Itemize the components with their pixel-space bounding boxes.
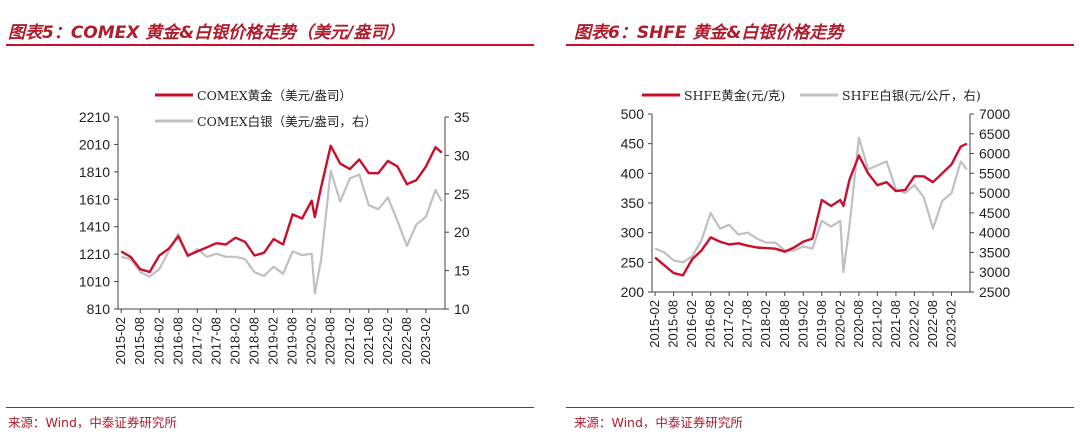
y-left-tick-label: 1610 [79,191,110,207]
x-tick-label: 2017-02 [721,300,736,348]
x-tick-label: 2023-02 [943,300,958,348]
y-left-tick-label: 1010 [79,274,110,290]
legend: COMEX黄金（美元/盎司） COMEX白银（美元/盎司，右） [155,88,377,129]
x-tick-label: 2017-08 [740,300,755,348]
y-left-tick-label: 1810 [79,164,110,180]
gold-series-line [120,144,443,274]
comex-chart: 810 1010 1210 1410 1610 1810 2010 2210 10 15 20 25 3… [79,88,470,365]
x-tick-label: 2022-08 [399,317,414,365]
y-right-tick-label: 5000 [979,185,1010,201]
silver-series-line [120,169,443,295]
legend-label: COMEX白银（美元/盎司，右） [197,114,377,129]
x-tick-label: 2019-02 [266,317,281,365]
y-right-tick-label: 30 [454,147,470,163]
x-tick-label: 2022-02 [906,300,921,348]
x-tick-label: 2023-02 [418,317,433,365]
y-right-tick-label: 3000 [979,264,1010,280]
source-divider [566,407,1074,408]
y-right-tick-label: 5500 [979,165,1010,181]
x-tick-label: 2015-08 [666,300,681,348]
x-tick-label: 2019-02 [795,300,810,348]
x-tick-label: 2018-02 [758,300,773,348]
y-right-tick-label: 25 [454,186,470,202]
x-tick-label: 2022-02 [380,317,395,365]
gold-series-line [654,142,968,277]
y-right-tick-label: 6500 [979,126,1010,142]
y-left-tick-label: 200 [621,284,645,300]
x-tick-label: 2020-02 [304,317,319,365]
x-tick-label: 2016-02 [684,300,699,348]
silver-series-line [654,136,968,274]
y-left-tick-label: 250 [621,254,645,270]
source-note: 来源：Wind，中泰证券研究所 [574,415,743,430]
title-divider [566,44,1074,46]
x-tick-label: 2021-02 [869,300,884,348]
y-right-tick-label: 10 [454,301,470,317]
y-left-tick-label: 810 [87,301,111,317]
y-right-tick-label: 20 [454,224,470,240]
x-tick-label: 2017-02 [189,317,204,365]
y-left-tick-label: 450 [621,136,645,152]
figure-title: 图表5：COMEX 黄金&白银价格走势（美元/盎司） [8,23,405,43]
y-right-tick-label: 15 [454,263,470,279]
y-left-tick-label: 300 [621,225,645,241]
y-right-tick-label: 2500 [979,284,1010,300]
shfe-chart: 200 250 300 350 400 450 500 2500 3000 3500 4000 450… [621,88,1011,348]
y-right-tick-label: 4500 [979,205,1010,221]
y-left-tick-label: 1210 [79,246,110,262]
x-tick-label: 2020-02 [832,300,847,348]
x-tick-label: 2015-02 [113,317,128,365]
x-tick-label: 2021-02 [342,317,357,365]
x-tick-label: 2015-02 [647,300,662,348]
source-divider [6,407,534,408]
y-left-tick-label: 400 [621,165,645,181]
legend: SHFE黄金(元/克) SHFE白银(元/公斤，右) [642,88,981,103]
x-tick-label: 2016-08 [170,317,185,365]
x-tick-label: 2018-08 [777,300,792,348]
y-left-tick-label: 500 [621,106,645,122]
legend-label: COMEX黄金（美元/盎司） [197,88,352,103]
y-left-tick-label: 2210 [79,109,110,125]
x-tick-label: 2016-08 [703,300,718,348]
y-left-tick-label: 2010 [79,136,110,152]
y-right-tick-label: 35 [454,109,470,125]
y-right-tick-label: 3500 [979,244,1010,260]
x-tick-label: 2020-08 [323,317,338,365]
legend-label: SHFE黄金(元/克) [684,88,785,103]
title-divider [6,44,534,46]
x-tick-label: 2019-08 [814,300,829,348]
y-right-tick-label: 7000 [979,106,1010,122]
y-right-tick-label: 6000 [979,146,1010,162]
legend-label: SHFE白银(元/公斤，右) [842,88,981,103]
x-tick-label: 2021-08 [361,317,376,365]
y-right-tick-label: 4000 [979,225,1010,241]
x-tick-label: 2016-02 [151,317,166,365]
x-tick-label: 2020-08 [851,300,866,348]
x-tick-label: 2017-08 [208,317,223,365]
x-tick-label: 2015-08 [132,317,147,365]
x-tick-label: 2019-08 [285,317,300,365]
figure-title: 图表6：SHFE 黄金&白银价格走势 [574,23,844,43]
y-left-tick-label: 350 [621,195,645,211]
y-left-tick-label: 1410 [79,219,110,235]
x-tick-label: 2018-02 [227,317,242,365]
x-tick-label: 2022-08 [925,300,940,348]
source-note: 来源：Wind，中泰证券研究所 [8,415,177,430]
x-tick-label: 2018-08 [247,317,262,365]
x-tick-label: 2021-08 [888,300,903,348]
